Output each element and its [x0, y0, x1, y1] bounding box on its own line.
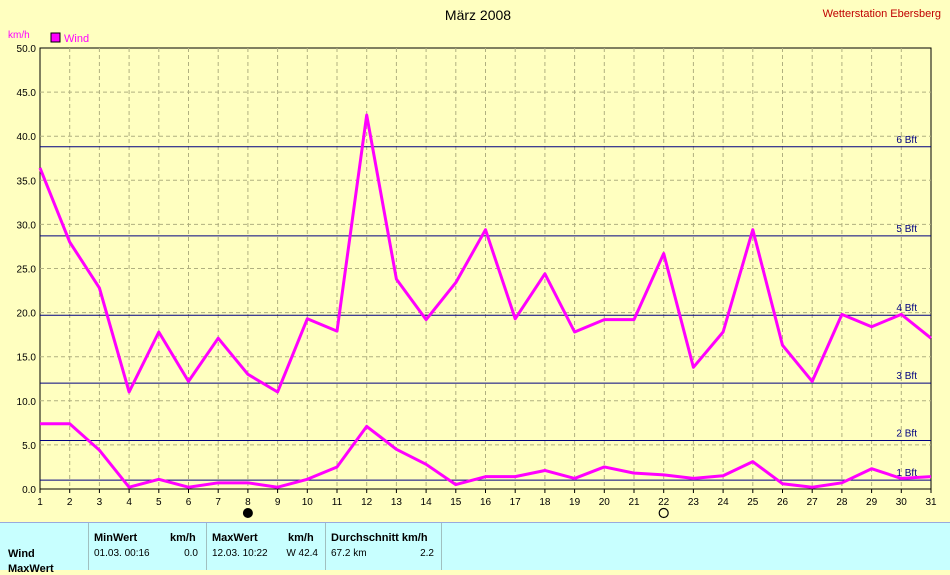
x-tick-label: 19: [569, 497, 581, 508]
x-tick-label: 3: [97, 497, 103, 508]
new-moon-icon: [242, 508, 253, 518]
beaufort-lines: 1 Bft 2 Bft 3 Bft 4 Bft 5 Bft 6 Bft: [40, 135, 931, 481]
y-tick-labels: 0.0 5.0 10.0 15.0 20.0 25.0 30.0 35.0 40.0 45.0 50…: [17, 44, 37, 496]
y-tick-label: 0.0: [22, 485, 36, 496]
beaufort-label: 6 Bft: [896, 135, 917, 146]
x-tick-label: 13: [391, 497, 403, 508]
y-tick-label: 10.0: [17, 397, 37, 408]
y-axis-unit: km/h: [8, 30, 30, 41]
x-tick-label: 2: [67, 497, 73, 508]
x-tick-label: 25: [747, 497, 759, 508]
beaufort-label: 4 Bft: [896, 303, 917, 314]
x-tick-label: 18: [539, 497, 551, 508]
x-tick-label: 1: [37, 497, 43, 508]
min-value: 0.0: [184, 548, 198, 559]
x-tick-label: 23: [688, 497, 700, 508]
y-tick-label: 20.0: [17, 309, 37, 320]
max-value: W 42.4: [286, 548, 318, 559]
x-tick-label: 12: [361, 497, 373, 508]
y-tick-label: 50.0: [17, 44, 37, 55]
legend-label: Wind: [64, 33, 89, 45]
max-time: 12.03. 10:22: [212, 548, 268, 559]
y-tick-label: 45.0: [17, 88, 37, 99]
wind-average-line: [38, 113, 932, 394]
moon-phase-markers: [242, 507, 669, 519]
legend-swatch: [50, 32, 61, 43]
series-lines: [38, 113, 932, 489]
row2-label: MaxWert: [8, 563, 54, 575]
x-tick-label: 14: [421, 497, 433, 508]
avg-value: 2.2: [420, 548, 434, 559]
wind-chart: 1 Bft 2 Bft 3 Bft 4 Bft 5 Bft 6 Bft 0.0 5.0 10.…: [8, 7, 941, 519]
full-moon-icon: [658, 507, 669, 519]
x-tick-label: 28: [836, 497, 848, 508]
x-tick-label: 10: [302, 497, 314, 508]
x-tick-label: 21: [628, 497, 640, 508]
x-tick-label: 26: [777, 497, 789, 508]
min-header: MinWert: [94, 532, 138, 544]
beaufort-label: 3 Bft: [896, 371, 917, 382]
x-tick-label: 9: [275, 497, 281, 508]
x-tick-label: 17: [510, 497, 522, 508]
max-header: MaxWert: [212, 532, 258, 544]
y-tick-label: 40.0: [17, 132, 37, 143]
x-tick-label: 27: [807, 497, 819, 508]
min-time: 01.03. 00:16: [94, 548, 150, 559]
summary-panel: MinWert km/h MaxWert km/h Durchschnitt k…: [0, 522, 950, 575]
x-tick-label: 8: [245, 497, 251, 508]
x-tick-label: 29: [866, 497, 878, 508]
station-name: Wetterstation Ebersberg: [823, 8, 941, 20]
beaufort-label: 5 Bft: [896, 224, 917, 235]
y-tick-label: 15.0: [17, 353, 37, 364]
x-tick-label: 6: [186, 497, 192, 508]
max-unit-header: km/h: [288, 532, 314, 544]
avg-distance: 67.2 km: [331, 548, 367, 559]
x-tick-label: 30: [896, 497, 908, 508]
y-tick-label: 5.0: [22, 441, 36, 452]
avg-header: Durchschnitt km/h: [331, 532, 428, 544]
x-tick-label: 24: [718, 497, 730, 508]
x-tick-label: 20: [599, 497, 611, 508]
grid: [40, 48, 931, 489]
x-tick-label: 15: [450, 497, 462, 508]
x-tick-labels: 1 2 3 4 5 6 7 8 9 10 11 12 13 14 15 16 17 18 19 20 21 22 23 24 2…: [37, 489, 937, 508]
x-tick-label: 5: [156, 497, 162, 508]
beaufort-label: 2 Bft: [896, 428, 917, 439]
x-tick-label: 22: [658, 497, 670, 508]
y-tick-label: 35.0: [17, 176, 37, 187]
min-unit-header: km/h: [170, 532, 196, 544]
y-tick-label: 30.0: [17, 220, 37, 231]
row-label: Wind: [8, 548, 35, 560]
x-tick-label: 11: [332, 497, 343, 508]
x-tick-label: 31: [925, 497, 937, 508]
y-tick-label: 25.0: [17, 265, 37, 276]
x-tick-label: 16: [480, 497, 492, 508]
chart-title: März 2008: [445, 7, 511, 23]
wind-minimum-line: [40, 422, 932, 489]
beaufort-label: 1 Bft: [896, 468, 917, 479]
x-tick-label: 7: [215, 497, 221, 508]
x-tick-label: 4: [126, 497, 132, 508]
